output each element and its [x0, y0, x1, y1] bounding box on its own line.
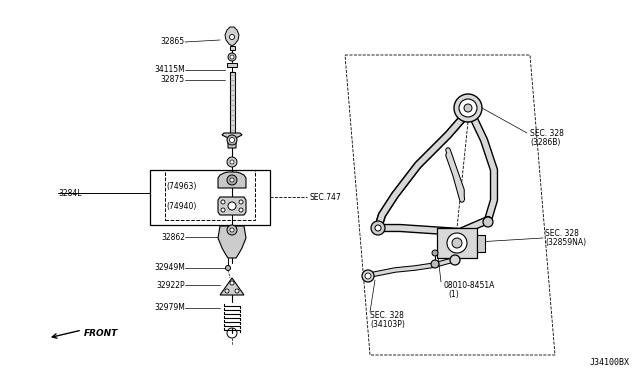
Polygon shape: [230, 46, 234, 50]
Text: 08010-8451A: 08010-8451A: [443, 280, 494, 289]
Circle shape: [227, 157, 237, 167]
Bar: [165, 170, 255, 220]
Circle shape: [230, 228, 234, 232]
Text: SEC. 328: SEC. 328: [545, 228, 579, 237]
Text: FRONT: FRONT: [84, 330, 118, 339]
Text: J34100BX: J34100BX: [590, 358, 630, 367]
Circle shape: [239, 208, 243, 212]
Text: (32859NA): (32859NA): [545, 238, 586, 247]
Circle shape: [362, 270, 374, 282]
Circle shape: [447, 233, 467, 253]
Polygon shape: [477, 235, 485, 252]
Circle shape: [228, 53, 236, 61]
Text: SEC. 328: SEC. 328: [530, 128, 564, 138]
Circle shape: [230, 138, 234, 142]
Circle shape: [225, 289, 229, 293]
Circle shape: [230, 35, 234, 39]
Circle shape: [371, 221, 385, 235]
Text: (1): (1): [448, 291, 459, 299]
Circle shape: [227, 175, 237, 185]
Text: 3284L: 3284L: [58, 189, 81, 198]
Circle shape: [483, 217, 493, 227]
Polygon shape: [220, 278, 244, 295]
Circle shape: [221, 200, 225, 204]
Circle shape: [227, 225, 237, 235]
Text: 32922P: 32922P: [156, 280, 185, 289]
Circle shape: [464, 104, 472, 112]
Polygon shape: [222, 133, 242, 148]
Circle shape: [431, 260, 439, 268]
Polygon shape: [227, 63, 237, 67]
Text: SEC. 328: SEC. 328: [370, 311, 404, 320]
Circle shape: [230, 281, 234, 285]
Text: 32862: 32862: [161, 232, 185, 241]
Circle shape: [452, 238, 462, 248]
Text: 34115M: 34115M: [154, 65, 185, 74]
Text: (34103P): (34103P): [370, 321, 405, 330]
Polygon shape: [230, 72, 234, 135]
Text: (3286B): (3286B): [530, 138, 561, 148]
Text: SEC.747: SEC.747: [309, 192, 340, 202]
Bar: [150, 170, 270, 225]
Circle shape: [225, 266, 230, 270]
Polygon shape: [218, 172, 246, 188]
Polygon shape: [218, 197, 246, 215]
Text: 32875: 32875: [161, 76, 185, 84]
Circle shape: [230, 160, 234, 164]
Text: (74963): (74963): [166, 182, 197, 190]
Circle shape: [235, 289, 239, 293]
Polygon shape: [218, 226, 246, 258]
Circle shape: [432, 250, 438, 256]
Circle shape: [230, 178, 234, 182]
Circle shape: [450, 255, 460, 265]
Polygon shape: [225, 27, 239, 46]
Text: 32979M: 32979M: [154, 304, 185, 312]
Circle shape: [375, 225, 381, 231]
Circle shape: [230, 55, 234, 59]
Polygon shape: [437, 228, 477, 258]
Text: 32865: 32865: [161, 38, 185, 46]
Circle shape: [239, 200, 243, 204]
Circle shape: [365, 273, 371, 279]
Text: 32949M: 32949M: [154, 263, 185, 273]
Circle shape: [227, 135, 237, 145]
Circle shape: [459, 99, 477, 117]
Circle shape: [221, 208, 225, 212]
Circle shape: [228, 202, 236, 210]
Circle shape: [454, 94, 482, 122]
Text: (74940): (74940): [166, 202, 197, 212]
